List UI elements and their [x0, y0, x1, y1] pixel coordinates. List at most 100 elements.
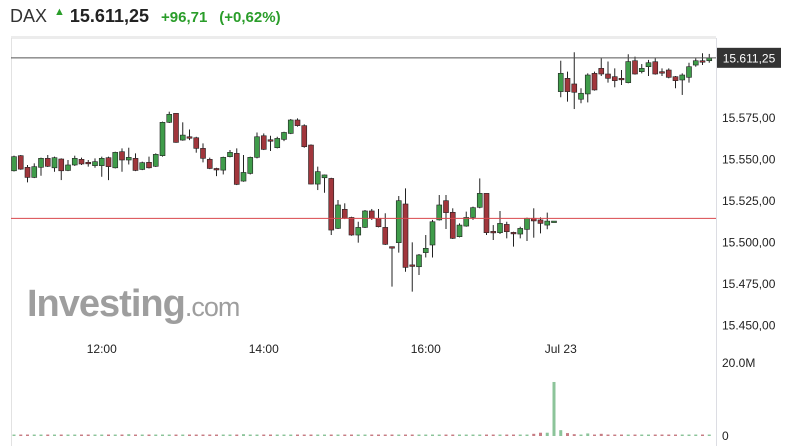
candle-body [422, 248, 429, 253]
candle-body [206, 159, 213, 169]
candle-body [146, 162, 152, 169]
volume-bar [363, 434, 367, 436]
volume-bar [161, 434, 164, 436]
volume-bar [613, 434, 617, 436]
volume-bar [39, 434, 43, 436]
y-axis: 15.575,00 15.550,00 15.525,00 15.500,00 15.4… [722, 111, 776, 443]
volume-bar [113, 434, 117, 436]
volume-bar [653, 434, 657, 436]
candle-body [341, 209, 348, 219]
last-price: 15.611,25 [69, 6, 149, 26]
volume-bar [120, 434, 124, 436]
candle-body [355, 227, 362, 236]
candle-body [638, 68, 645, 72]
volume-bar [53, 434, 56, 436]
candle-body [71, 158, 78, 166]
y-tick-label: 15.550,00 [722, 153, 776, 167]
up-arrow-icon: ▲ [54, 6, 65, 18]
candle-body [132, 158, 139, 171]
volume-bar [221, 434, 225, 436]
candle-body [51, 157, 58, 169]
candle-body [227, 152, 233, 157]
candle-body [672, 76, 679, 81]
candle-body [537, 219, 544, 224]
candle-body [686, 66, 692, 78]
x-tick-label: 14:00 [249, 342, 279, 356]
volume-bar [491, 434, 495, 436]
volume-bar [431, 434, 434, 436]
watermark-logo: Investing.com [27, 283, 239, 325]
candle-body [348, 217, 355, 236]
candle-body [362, 210, 368, 228]
y-tick-label: 15.575,00 [722, 111, 776, 125]
candle-body [31, 166, 38, 178]
last-price-label-box [717, 47, 781, 68]
quote-header: DAX ▲ 15.611,25 +96,71 (+0,62%) [10, 6, 293, 30]
y-tick-label: 15.500,00 [722, 236, 776, 250]
volume-bar [410, 434, 414, 436]
volume-bar [552, 381, 556, 436]
volume-bar [86, 434, 90, 436]
volume-bar [107, 434, 110, 436]
candle-body [213, 168, 220, 171]
volume-bar [188, 434, 191, 436]
candle-body [429, 221, 436, 246]
last-price-label: 15.611,25 [723, 51, 776, 65]
volume-bar [572, 434, 576, 436]
volume-bar [464, 434, 468, 436]
candle-body [105, 157, 112, 167]
y-tick-label: 15.475,00 [722, 277, 776, 291]
reference-lines: 15.611,25 [11, 47, 781, 219]
volume-bar [248, 434, 252, 436]
candle-body [699, 60, 706, 63]
volume-bar [701, 434, 704, 436]
volume-bar [316, 434, 320, 436]
volume-bar [485, 434, 488, 436]
candle-body [598, 68, 605, 75]
volume-bar [289, 434, 293, 436]
candle-body [314, 171, 321, 185]
volume-bar [46, 434, 50, 436]
volume-bar [390, 434, 394, 436]
candle-body [247, 157, 254, 174]
candle-body [281, 132, 287, 140]
volume-bar [471, 434, 475, 436]
candle-body [11, 156, 17, 172]
candle-body [200, 148, 206, 159]
volume-bar [215, 434, 218, 436]
volume-bar [397, 434, 401, 436]
candle-body [24, 167, 31, 178]
volume-bar [620, 434, 623, 436]
volume-bar [674, 434, 677, 436]
volume-bar [323, 434, 326, 436]
candle-body [476, 193, 483, 208]
volume-bar [255, 434, 259, 436]
candle-body [618, 78, 625, 81]
candle-body [463, 217, 470, 227]
volume-bar [228, 434, 232, 436]
volume-bar [127, 434, 131, 436]
candles [11, 52, 713, 292]
volume-bar [174, 434, 178, 436]
candle-body [267, 139, 274, 142]
volume-bar [26, 434, 29, 436]
volume-bar [566, 433, 569, 436]
volume-bar [586, 433, 590, 436]
candle-body [65, 164, 71, 171]
volume-bar [302, 434, 306, 436]
volume-bar [606, 434, 610, 436]
volume-bar [694, 434, 698, 436]
volume-bar [19, 434, 23, 436]
volume-bar [296, 434, 299, 436]
candle-body [652, 61, 659, 75]
volume-bar [451, 434, 455, 436]
x-axis: 12:00 14:00 16:00 Jul 23 [87, 342, 577, 356]
candle-body [159, 122, 166, 156]
candle-body [679, 74, 686, 81]
volume-bar [647, 434, 650, 436]
x-tick-label: 12:00 [87, 342, 117, 356]
candle-body [449, 211, 456, 239]
candle-body [632, 60, 638, 75]
volume-bar [140, 434, 144, 436]
